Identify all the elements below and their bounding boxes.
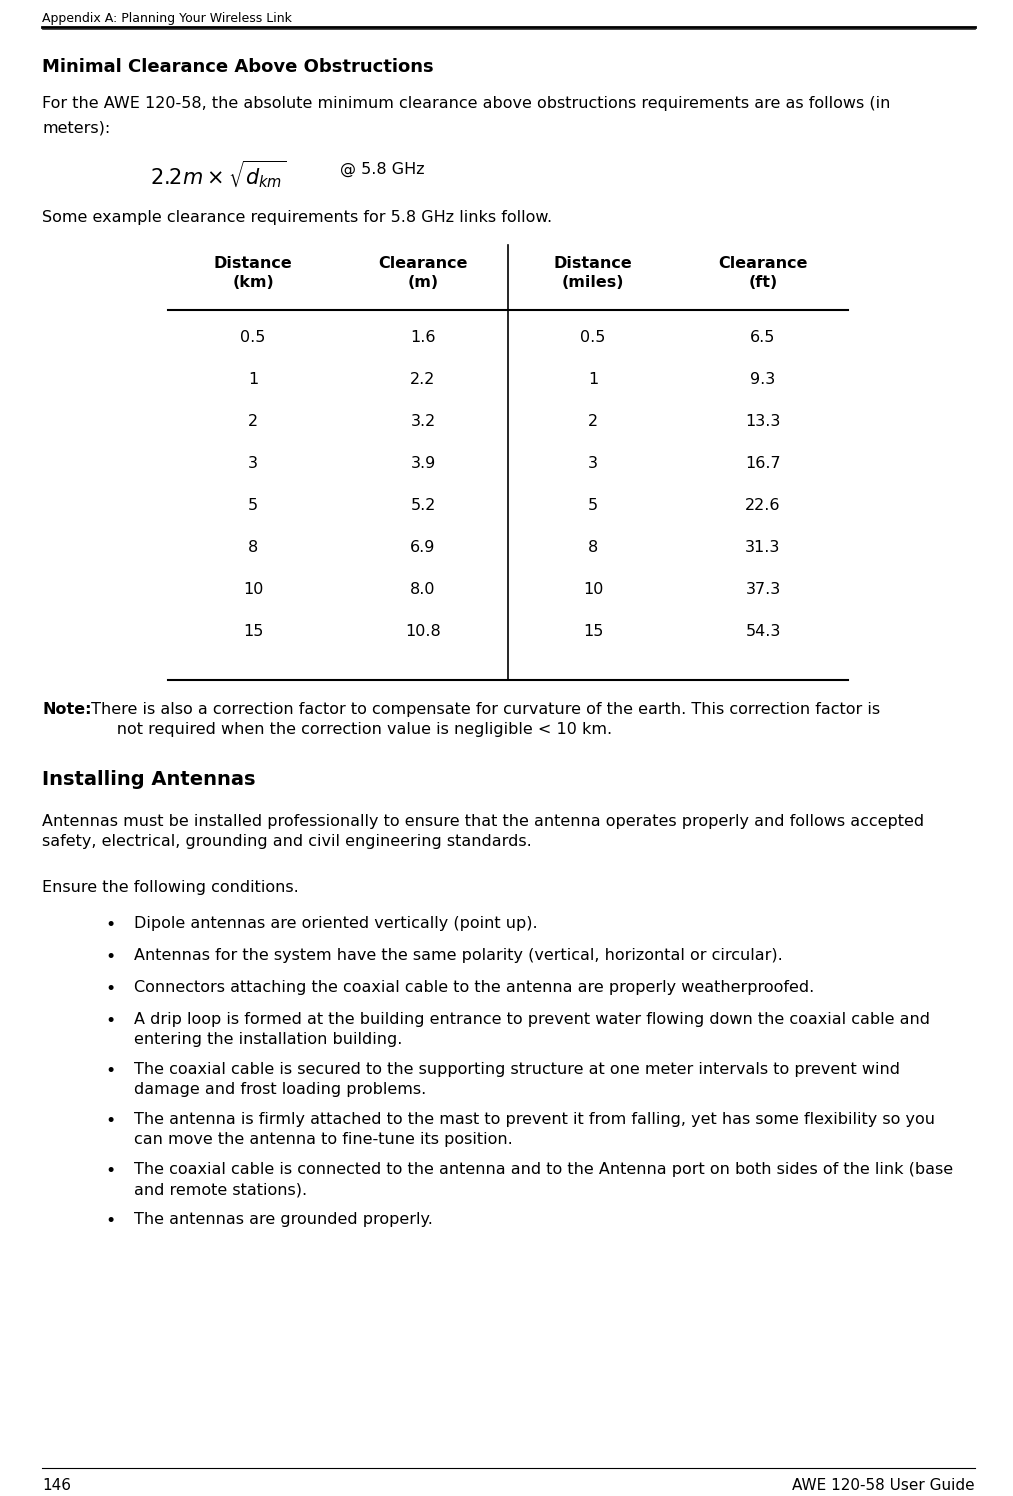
Text: Note:: Note:	[42, 702, 91, 717]
Text: 0.5: 0.5	[240, 331, 265, 346]
Text: Antennas for the system have the same polarity (vertical, horizontal or circular: Antennas for the system have the same po…	[134, 948, 783, 963]
Text: $2.2\mathit{m} \times \sqrt{d_{\mathit{km}}}$: $2.2\mathit{m} \times \sqrt{d_{\mathit{k…	[150, 159, 287, 190]
Text: 54.3: 54.3	[746, 624, 781, 639]
Text: Clearance
(m): Clearance (m)	[378, 256, 468, 290]
Text: Some example clearance requirements for 5.8 GHz links follow.: Some example clearance requirements for …	[42, 209, 552, 224]
Text: 8.0: 8.0	[410, 582, 436, 597]
Text: AWE 120-58 User Guide: AWE 120-58 User Guide	[792, 1478, 975, 1493]
Text: 3.2: 3.2	[410, 414, 436, 429]
Text: 22.6: 22.6	[746, 498, 781, 513]
Text: 15: 15	[582, 624, 603, 639]
Text: 5: 5	[588, 498, 598, 513]
Text: safety, electrical, grounding and civil engineering standards.: safety, electrical, grounding and civil …	[42, 833, 532, 850]
Text: 8: 8	[588, 540, 598, 555]
Text: For the AWE 120-58, the absolute minimum clearance above obstructions requiremen: For the AWE 120-58, the absolute minimum…	[42, 96, 890, 111]
Text: Installing Antennas: Installing Antennas	[42, 770, 255, 788]
Text: 146: 146	[42, 1478, 71, 1493]
Text: 10: 10	[243, 582, 263, 597]
Text: Appendix A: Planning Your Wireless Link: Appendix A: Planning Your Wireless Link	[42, 12, 292, 25]
Text: The coaxial cable is connected to the antenna and to the Antenna port on both si: The coaxial cable is connected to the an…	[134, 1162, 953, 1197]
Text: 2.2: 2.2	[410, 373, 436, 387]
Text: 6.5: 6.5	[751, 331, 776, 346]
Text: 0.5: 0.5	[580, 331, 606, 346]
Text: •: •	[105, 1011, 115, 1031]
Text: 2: 2	[588, 414, 598, 429]
Text: 9.3: 9.3	[751, 373, 776, 387]
Text: Ensure the following conditions.: Ensure the following conditions.	[42, 880, 299, 895]
Text: meters):: meters):	[42, 120, 110, 135]
Text: 10.8: 10.8	[405, 624, 441, 639]
Text: 3: 3	[248, 456, 258, 471]
Text: 31.3: 31.3	[746, 540, 781, 555]
Text: •: •	[105, 948, 115, 966]
Text: Connectors attaching the coaxial cable to the antenna are properly weatherproofe: Connectors attaching the coaxial cable t…	[134, 980, 814, 995]
Text: •: •	[105, 1062, 115, 1080]
Text: The antenna is firmly attached to the mast to prevent it from falling, yet has s: The antenna is firmly attached to the ma…	[134, 1112, 935, 1147]
Text: 37.3: 37.3	[746, 582, 781, 597]
Text: 16.7: 16.7	[746, 456, 781, 471]
Text: Distance
(miles): Distance (miles)	[554, 256, 632, 290]
Text: Clearance
(ft): Clearance (ft)	[718, 256, 807, 290]
Text: @ 5.8 GHz: @ 5.8 GHz	[340, 162, 424, 177]
Text: 3: 3	[588, 456, 598, 471]
Text: Distance
(km): Distance (km)	[214, 256, 293, 290]
Text: 1: 1	[248, 373, 258, 387]
Text: There is also a correction factor to compensate for curvature of the earth. This: There is also a correction factor to com…	[86, 702, 880, 717]
Text: 5.2: 5.2	[410, 498, 436, 513]
Text: Minimal Clearance Above Obstructions: Minimal Clearance Above Obstructions	[42, 58, 434, 76]
Text: The antennas are grounded properly.: The antennas are grounded properly.	[134, 1212, 433, 1227]
Text: Dipole antennas are oriented vertically (point up).: Dipole antennas are oriented vertically …	[134, 916, 538, 931]
Text: 5: 5	[248, 498, 258, 513]
Text: 6.9: 6.9	[410, 540, 436, 555]
Text: A drip loop is formed at the building entrance to prevent water flowing down the: A drip loop is formed at the building en…	[134, 1011, 930, 1047]
Text: 10: 10	[582, 582, 603, 597]
Text: •: •	[105, 1212, 115, 1230]
Text: •: •	[105, 1112, 115, 1129]
Text: 8: 8	[248, 540, 258, 555]
Text: 1: 1	[588, 373, 598, 387]
Text: 2: 2	[248, 414, 258, 429]
Text: 15: 15	[243, 624, 263, 639]
Text: not required when the correction value is negligible < 10 km.: not required when the correction value i…	[86, 723, 612, 738]
Text: Antennas must be installed professionally to ensure that the antenna operates pr: Antennas must be installed professionall…	[42, 814, 924, 829]
Text: 3.9: 3.9	[410, 456, 436, 471]
Text: •: •	[105, 980, 115, 998]
Text: •: •	[105, 1162, 115, 1180]
Text: 13.3: 13.3	[746, 414, 781, 429]
Text: •: •	[105, 916, 115, 934]
Text: 1.6: 1.6	[410, 331, 436, 346]
Text: The coaxial cable is secured to the supporting structure at one meter intervals : The coaxial cable is secured to the supp…	[134, 1062, 900, 1098]
